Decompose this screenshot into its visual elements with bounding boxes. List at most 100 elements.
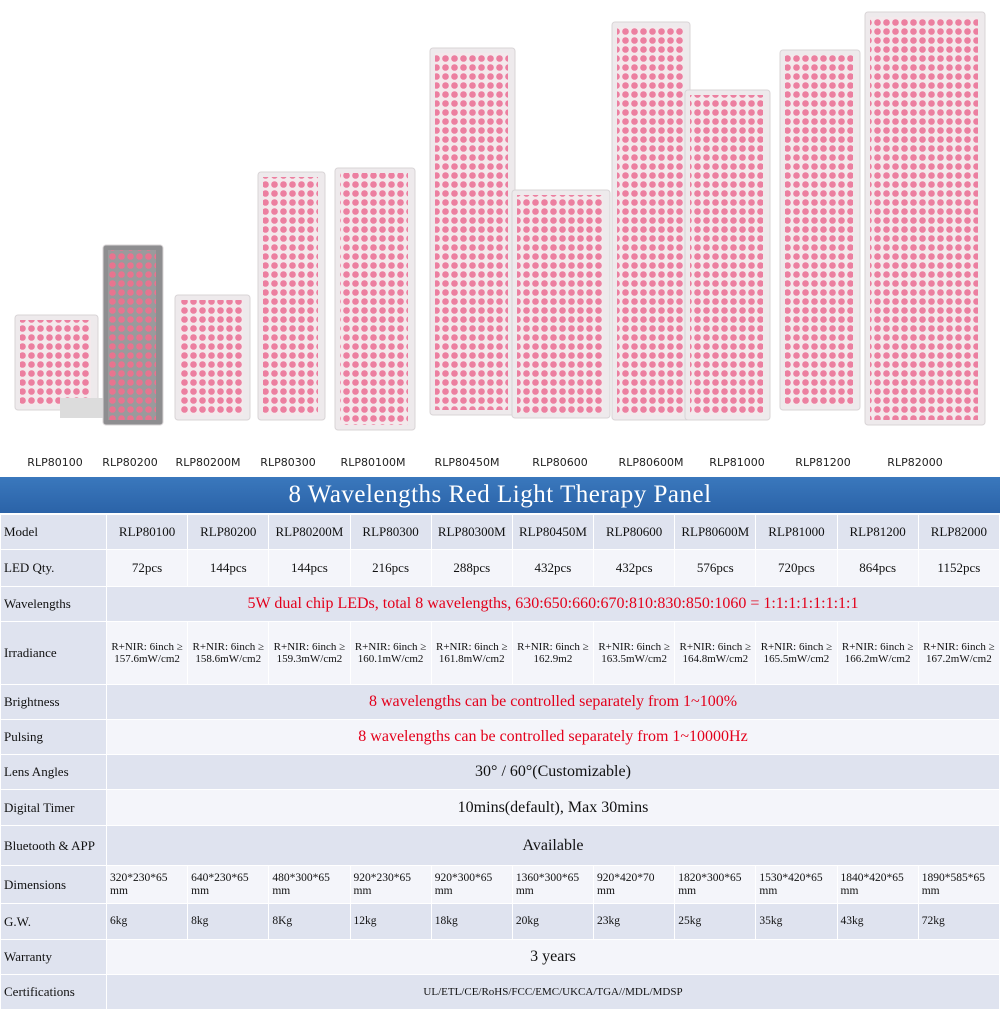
table-cell: RLP81000 <box>755 514 838 550</box>
table-cell: 20kg <box>511 903 595 940</box>
row-label: Digital Timer <box>0 789 107 826</box>
row-label: Brightness <box>0 684 107 720</box>
table-cell: 35kg <box>755 903 838 940</box>
table-cell: 12kg <box>349 903 432 940</box>
product-label: RLP82000 <box>887 456 942 469</box>
row-value: 10mins(default), Max 30mins <box>106 789 1000 826</box>
table-cell: 1152pcs <box>917 549 1000 587</box>
table-cell: 920*420*70 mm <box>593 865 676 904</box>
table-cell: 432pcs <box>593 549 676 587</box>
table-row: Irradiance R+NIR: 6inch ≥ 157.6mW/cm2 R+NI… <box>0 621 1000 685</box>
spec-table: Model RLP80100 RLP80200 RLP80200M RLP80300 RL… <box>0 514 1000 1010</box>
table-row: Wavelengths 5W dual chip LEDs, total 8 wa… <box>0 586 1000 622</box>
table-cell: R+NIR: 6inch ≥ 161.8mW/cm2 <box>430 621 513 685</box>
row-label: Dimensions <box>0 865 107 904</box>
table-row: G.W. 6kg 8kg 8Kg 12kg 18kg 20kg 23kg 25kg 35kg 43k… <box>0 903 1000 940</box>
panel-leds <box>870 17 978 420</box>
row-label: G.W. <box>0 903 107 940</box>
panel-leds <box>20 320 91 405</box>
table-cell: 640*230*65 mm <box>187 865 270 904</box>
table-cell: RLP80200M <box>268 514 351 550</box>
table-cell: 320*230*65 mm <box>105 865 189 904</box>
table-cell: 920*300*65 mm <box>430 865 513 904</box>
table-cell: R+NIR: 6inch ≥ 164.8mW/cm2 <box>674 621 757 685</box>
table-cell: 1360*300*65 mm <box>511 865 595 904</box>
table-row: LED Qty. 72pcs 144pcs 144pcs 216pcs 288pcs 432… <box>0 549 1000 587</box>
table-cell: 920*230*65 mm <box>349 865 432 904</box>
product-label: RLP80600 <box>532 456 587 469</box>
table-row: Pulsing 8 wavelengths can be controlled s… <box>0 719 1000 755</box>
table-cell: 8kg <box>187 903 270 940</box>
panel-leds <box>180 300 243 415</box>
product-label: RLP81200 <box>795 456 850 469</box>
table-cell: 72pcs <box>105 549 189 587</box>
row-label: Pulsing <box>0 719 107 755</box>
table-cell: R+NIR: 6inch ≥ 160.1mW/cm2 <box>349 621 432 685</box>
table-cell: 18kg <box>430 903 513 940</box>
product-label: RLP80100M <box>341 456 406 469</box>
product-label: RLP80300 <box>260 456 315 469</box>
product-label: RLP80450M <box>435 456 500 469</box>
row-value: 3 years <box>106 939 1000 975</box>
table-cell: RLP80200 <box>187 514 270 550</box>
panel-leds <box>517 195 603 413</box>
table-row: Bluetooth & APP Available <box>0 825 1000 866</box>
row-value: 30° / 60°(Customizable) <box>106 754 1000 790</box>
panel-leds <box>263 177 318 415</box>
row-value: 5W dual chip LEDs, total 8 wavelengths, … <box>106 586 1000 622</box>
row-value: 8 wavelengths can be controlled separate… <box>106 684 1000 720</box>
table-cell: 25kg <box>674 903 757 940</box>
table-cell: 480*300*65 mm <box>268 865 351 904</box>
table-cell: RLP81200 <box>836 514 919 550</box>
table-cell: R+NIR: 6inch ≥ 166.2mW/cm2 <box>836 621 919 685</box>
table-cell: RLP80300M <box>430 514 513 550</box>
row-label: Wavelengths <box>0 586 107 622</box>
table-cell: RLP80300 <box>349 514 432 550</box>
table-cell: 144pcs <box>187 549 270 587</box>
product-label: RLP80200 <box>102 456 157 469</box>
row-label: Certifications <box>0 974 107 1010</box>
table-cell: 8Kg <box>268 903 351 940</box>
table-cell: 216pcs <box>349 549 432 587</box>
table-cell: RLP80600 <box>593 514 676 550</box>
row-value: Available <box>106 825 1000 866</box>
product-label: RLP80600M <box>619 456 684 469</box>
table-cell: 1840*420*65 mm <box>836 865 919 904</box>
table-cell: R+NIR: 6inch ≥ 158.6mW/cm2 <box>187 621 270 685</box>
product-label: RLP81000 <box>709 456 764 469</box>
table-cell: R+NIR: 6inch ≥ 159.3mW/cm2 <box>268 621 351 685</box>
panel-leds <box>435 53 508 410</box>
table-cell: 1890*585*65 mm <box>917 865 1000 904</box>
table-cell: 6kg <box>105 903 189 940</box>
table-row: Dimensions 320*230*65 mm 640*230*65 mm 480*… <box>0 865 1000 904</box>
row-value: 8 wavelengths can be controlled separate… <box>106 719 1000 755</box>
table-cell: 720pcs <box>755 549 838 587</box>
row-value: UL/ETL/CE/RoHS/FCC/EMC/UKCA/TGA//MDL/MDS… <box>106 974 1000 1010</box>
table-row: Lens Angles 30° / 60°(Customizable) <box>0 754 1000 790</box>
table-cell: RLP80450M <box>511 514 595 550</box>
table-cell: RLP80600M <box>674 514 757 550</box>
panel-stand <box>60 398 105 418</box>
table-cell: 288pcs <box>430 549 513 587</box>
row-label: Lens Angles <box>0 754 107 790</box>
table-cell: 1530*420*65 mm <box>755 865 838 904</box>
table-cell: 864pcs <box>836 549 919 587</box>
panel-leds <box>617 27 683 415</box>
row-label: Bluetooth & APP <box>0 825 107 866</box>
row-label: LED Qty. <box>0 549 107 587</box>
product-label: RLP80100 <box>27 456 82 469</box>
table-cell: 576pcs <box>674 549 757 587</box>
row-label: Model <box>0 514 107 550</box>
product-label: RLP80200M <box>176 456 241 469</box>
table-row: Digital Timer 10mins(default), Max 30mins <box>0 789 1000 826</box>
table-cell: R+NIR: 6inch ≥ 165.5mW/cm2 <box>755 621 838 685</box>
table-cell: RLP80100 <box>105 514 189 550</box>
panel-leds <box>340 173 408 425</box>
table-row: Brightness 8 wavelengths can be controlle… <box>0 684 1000 720</box>
table-cell: R+NIR: 6inch ≥ 163.5mW/cm2 <box>593 621 676 685</box>
table-cell: 72kg <box>917 903 1000 940</box>
table-cell: 144pcs <box>268 549 351 587</box>
table-cell: 1820*300*65 mm <box>674 865 757 904</box>
table-cell: 43kg <box>836 903 919 940</box>
